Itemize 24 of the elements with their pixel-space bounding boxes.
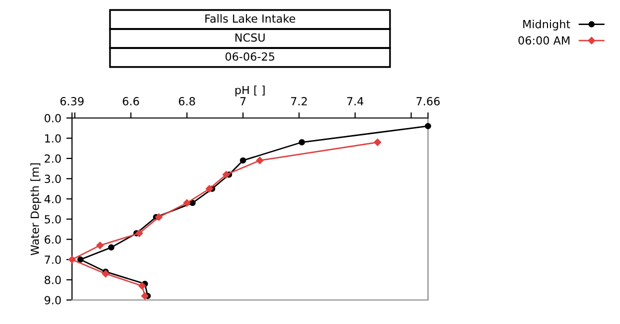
y-tick-label: 7.0: [44, 256, 61, 264]
y-tick-label: 3.0: [44, 174, 61, 184]
y-tick-label: 8.0: [44, 276, 61, 284]
y-tick-label: 0.0: [44, 114, 61, 122]
y-tick-label: 6.0: [44, 235, 61, 244]
y-tick-label: 4.0: [44, 194, 61, 204]
x-tick-label: 7.2: [291, 97, 307, 106]
chart-title: Falls Lake Intake: [205, 14, 296, 23]
x-tick-label: 6.8: [178, 97, 196, 106]
text: 06-06-25: [226, 52, 274, 61]
x-tick-label: 7.4: [347, 97, 364, 106]
y-axis-title: Water Depth [m]: [30, 163, 42, 256]
x-tick-label: 7: [240, 97, 246, 106]
y-tick-label: 1.0: [45, 134, 61, 143]
legend-label: 06:00 AM: [518, 36, 570, 45]
x-axis-title: pH [ ]: [235, 86, 265, 96]
y-tick-label: 5.0: [44, 215, 61, 224]
legend-label: Midnight: [523, 20, 570, 30]
x-tick-label: 6.6: [122, 97, 139, 106]
y-tick-label: 9.0: [44, 296, 61, 304]
x-tick-label: 7.66: [416, 97, 440, 106]
y-tick-label: 2.0: [44, 154, 61, 163]
x-tick-label: 6.39: [60, 97, 84, 106]
chart-subtitle: NCSU: [235, 33, 265, 42]
